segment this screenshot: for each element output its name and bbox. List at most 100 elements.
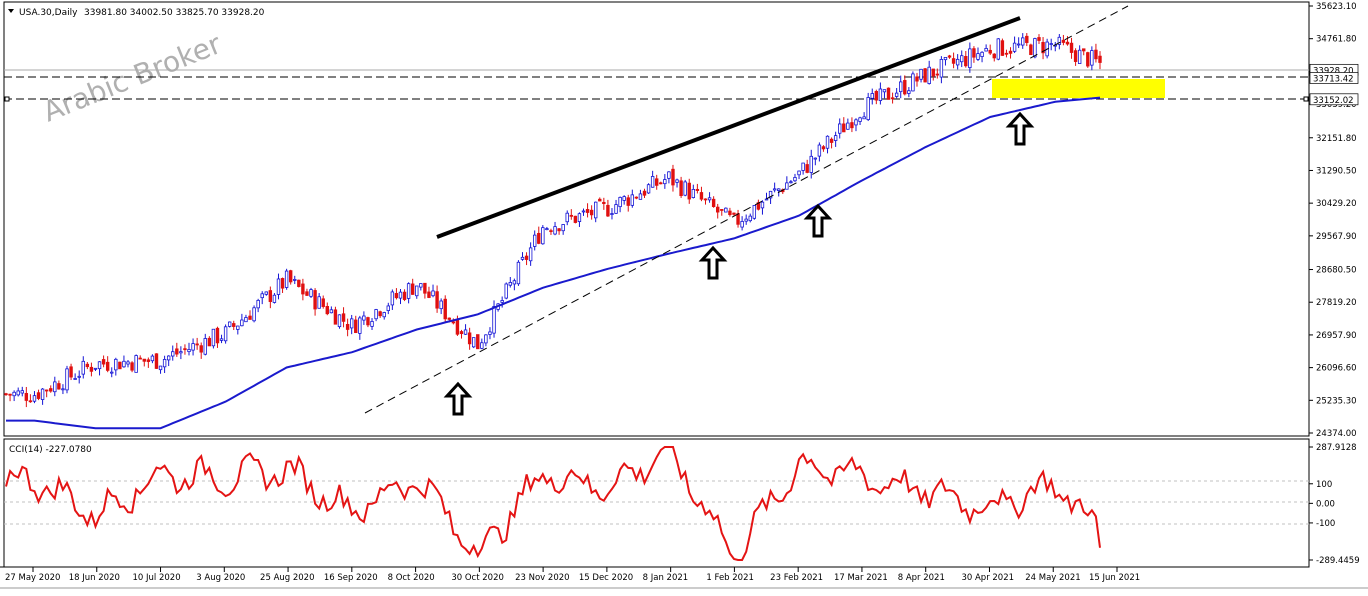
candle-body bbox=[476, 334, 480, 350]
candle-body bbox=[463, 329, 468, 335]
price-tick-label: 34761.80 bbox=[1316, 35, 1357, 45]
candle-body bbox=[69, 366, 73, 378]
candle-body bbox=[1025, 35, 1029, 43]
candle-body bbox=[1090, 50, 1094, 66]
candle-body bbox=[732, 212, 736, 215]
candle-body bbox=[777, 188, 781, 191]
price-tick-label: 29567.90 bbox=[1316, 232, 1357, 242]
price-level-label: 33713.42 bbox=[1313, 74, 1354, 84]
candle-body bbox=[968, 48, 972, 69]
candle-body bbox=[374, 309, 378, 320]
candle-body bbox=[870, 93, 874, 99]
candle-body bbox=[158, 365, 163, 371]
candle-body bbox=[325, 306, 329, 315]
candle-body bbox=[232, 323, 236, 327]
moving-average-line bbox=[6, 96, 1101, 430]
candle-body bbox=[219, 338, 224, 341]
candle-body bbox=[280, 278, 285, 289]
candle-body bbox=[813, 157, 818, 160]
support-trendline[interactable] bbox=[364, 5, 1129, 414]
candle-body bbox=[366, 317, 370, 326]
candle-body bbox=[919, 68, 923, 80]
candle-body bbox=[874, 91, 879, 101]
candle-body bbox=[73, 378, 77, 380]
date-tick-label: 15 Jun 2021 bbox=[1089, 573, 1140, 583]
candle-body bbox=[581, 210, 586, 213]
candle-body bbox=[419, 283, 423, 288]
candle-body bbox=[972, 48, 976, 58]
price-level-box bbox=[1309, 93, 1359, 106]
candle-body bbox=[545, 228, 549, 231]
candle-body bbox=[500, 300, 504, 303]
candle-body bbox=[553, 226, 557, 235]
candle-body bbox=[614, 204, 618, 214]
candle-body bbox=[854, 119, 858, 126]
cci-series bbox=[5, 446, 1101, 561]
candle-body bbox=[20, 390, 24, 394]
date-tick-label: 17 Mar 2021 bbox=[834, 573, 888, 583]
candle-body bbox=[81, 360, 85, 375]
candle-body bbox=[846, 122, 850, 130]
candle-body bbox=[410, 283, 415, 295]
arrow-markers bbox=[443, 111, 1035, 416]
candle-body bbox=[1000, 40, 1005, 56]
candle-body bbox=[1008, 50, 1013, 54]
candle-body bbox=[313, 290, 317, 310]
price-tick-label: 25235.30 bbox=[1316, 396, 1357, 406]
candle-body bbox=[85, 363, 90, 368]
candle-body bbox=[744, 218, 748, 222]
candle-body bbox=[508, 282, 512, 286]
candle-body bbox=[171, 351, 175, 357]
candle-body bbox=[760, 201, 765, 209]
candle-body bbox=[825, 135, 830, 149]
candle-body bbox=[683, 181, 687, 196]
candlestick-series bbox=[4, 33, 1102, 408]
candle-body bbox=[183, 348, 187, 351]
candle-body bbox=[333, 309, 338, 325]
candle-body bbox=[703, 198, 708, 201]
price-tick-label: 27819.20 bbox=[1316, 298, 1357, 308]
candle-body bbox=[1069, 42, 1074, 53]
candle-body bbox=[520, 256, 525, 260]
candle-body bbox=[996, 38, 1001, 60]
candle-body bbox=[175, 348, 179, 355]
candle-body bbox=[516, 261, 521, 285]
candle-body bbox=[44, 389, 49, 392]
candle-body bbox=[667, 171, 671, 179]
candle-body bbox=[886, 87, 891, 100]
candle-body bbox=[337, 314, 342, 328]
date-tick-label: 23 Nov 2020 bbox=[515, 573, 569, 583]
candle-body bbox=[252, 307, 256, 322]
candle-body bbox=[1065, 41, 1070, 45]
candle-body bbox=[650, 176, 655, 188]
candle-body bbox=[431, 290, 435, 297]
candle-body bbox=[960, 55, 964, 63]
candle-body bbox=[1049, 43, 1053, 45]
candle-body bbox=[382, 312, 386, 318]
cci-line bbox=[5, 446, 1101, 561]
candle-body bbox=[439, 300, 443, 310]
level-handle-right[interactable] bbox=[1303, 96, 1309, 102]
candle-body bbox=[789, 181, 793, 184]
candle-body bbox=[406, 283, 411, 299]
candle-body bbox=[866, 97, 870, 121]
level-handle-left[interactable] bbox=[4, 96, 10, 102]
candle-body bbox=[528, 247, 533, 262]
candle-body bbox=[53, 381, 57, 393]
candle-body bbox=[187, 349, 191, 353]
candle-body bbox=[349, 318, 354, 329]
candle-body bbox=[565, 212, 569, 223]
date-tick-label: 25 Aug 2020 bbox=[260, 573, 314, 583]
resistance-trendline[interactable] bbox=[436, 16, 1021, 239]
candle-body bbox=[630, 194, 635, 206]
price-tick-label: 30429.20 bbox=[1316, 199, 1357, 209]
dropdown-triangle-icon[interactable] bbox=[8, 9, 14, 13]
candle-body bbox=[276, 278, 281, 295]
candle-body bbox=[768, 190, 773, 199]
candle-body bbox=[1004, 52, 1009, 55]
candle-body bbox=[634, 196, 639, 199]
candle-body bbox=[659, 182, 663, 185]
candle-body bbox=[594, 201, 598, 219]
candle-body bbox=[1098, 55, 1102, 63]
